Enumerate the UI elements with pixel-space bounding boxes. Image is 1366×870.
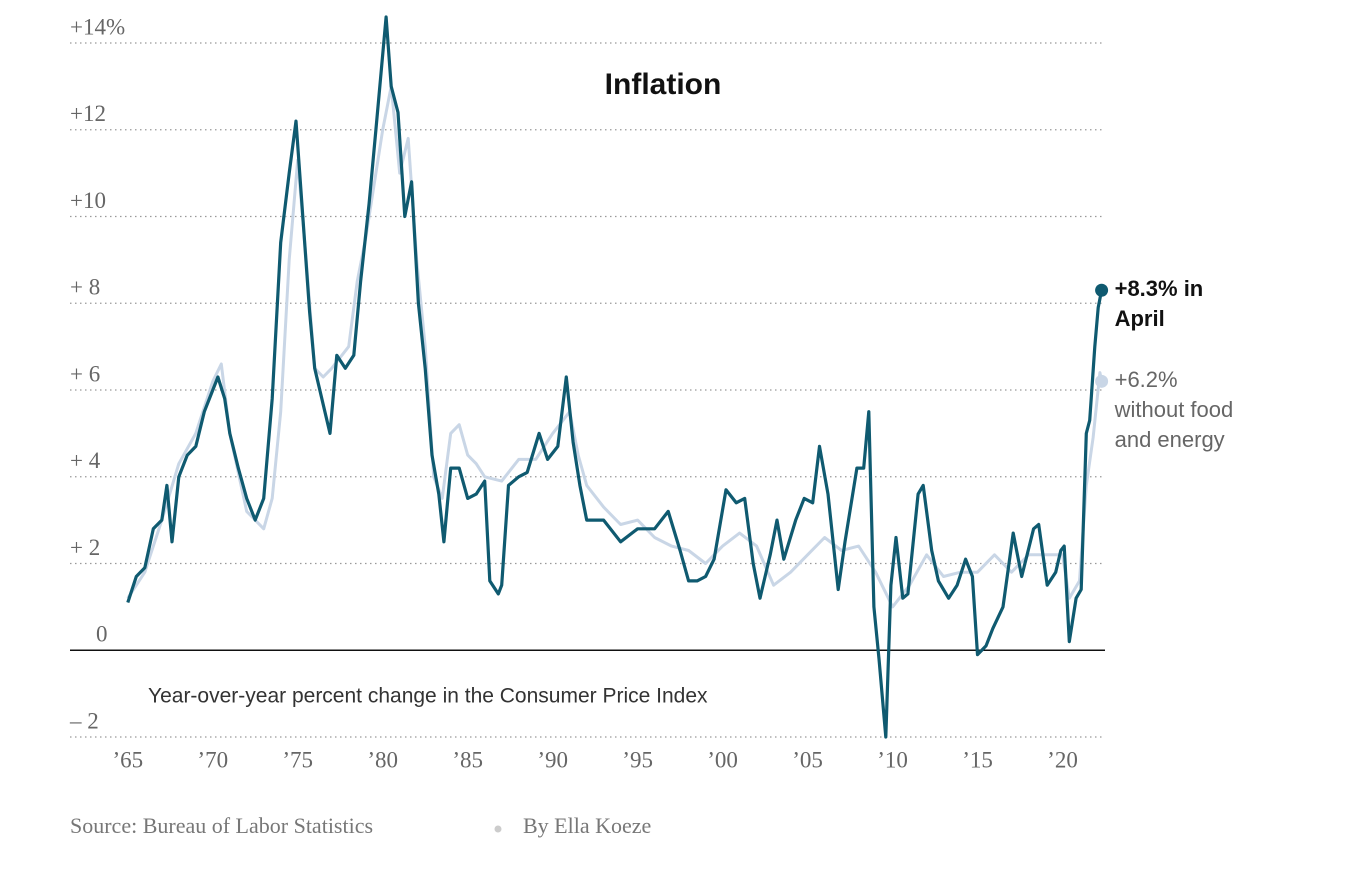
y-tick-label: 0 [96, 622, 108, 647]
y-tick-label: + 6 [70, 361, 100, 386]
x-tick-label: ’95 [622, 747, 653, 772]
x-tick-label: ’80 [367, 747, 398, 772]
y-tick-label: +14% [70, 14, 125, 39]
end-point [1095, 374, 1109, 388]
x-tick-label: ’65 [112, 747, 143, 772]
y-tick-label: +12 [70, 101, 106, 126]
x-tick-label: ’10 [877, 747, 908, 772]
y-tick-label: + 8 [70, 275, 100, 300]
annotation: without food [1114, 397, 1234, 422]
end-point [1095, 283, 1109, 297]
x-tick-label: ’70 [197, 747, 228, 772]
y-tick-label: +10 [70, 188, 106, 213]
source: Source: Bureau of Labor Statistics [70, 813, 373, 838]
chart-note: Year-over-year percent change in the Con… [148, 685, 708, 708]
x-tick-label: ’20 [1047, 747, 1078, 772]
x-tick-label: ’75 [282, 747, 313, 772]
annotation: and energy [1115, 427, 1225, 452]
chart-title: Inflation [605, 68, 722, 101]
series-line [126, 84, 1104, 609]
x-tick-label: ’05 [792, 747, 823, 772]
x-tick-label: ’00 [707, 747, 738, 772]
x-tick-label: ’90 [537, 747, 568, 772]
separator-dot [494, 825, 502, 833]
y-tick-label: + 4 [70, 448, 101, 473]
annotation: +8.3% in [1115, 276, 1204, 301]
y-tick-label: – 2 [69, 708, 99, 733]
byline: By Ella Koeze [523, 813, 651, 838]
annotation: April [1115, 306, 1165, 331]
annotation: +6.2% [1115, 367, 1178, 392]
x-tick-label: ’15 [962, 747, 993, 772]
series-line [126, 15, 1104, 739]
y-tick-label: + 2 [70, 535, 100, 560]
x-tick-label: ’85 [452, 747, 483, 772]
